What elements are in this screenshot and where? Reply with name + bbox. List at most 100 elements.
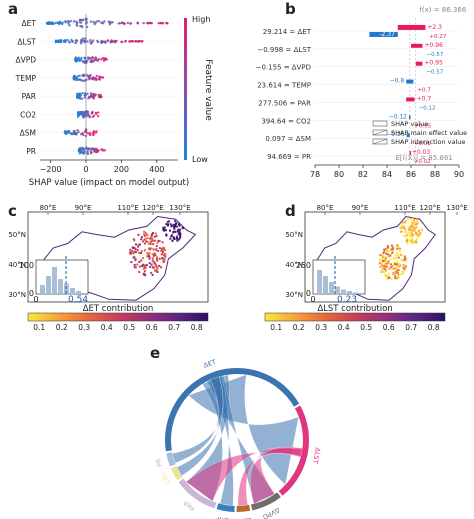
contribution-pixel [415, 225, 418, 228]
contribution-pixel [416, 221, 419, 224]
shap-point [76, 94, 79, 98]
contribution-pixel [382, 256, 385, 259]
contribution-pixel [132, 252, 135, 255]
shap-point [85, 73, 88, 77]
panel-label-e: e [150, 344, 161, 362]
contribution-pixel [148, 254, 151, 257]
contribution-pixel [160, 247, 163, 250]
contribution-pixel [409, 231, 412, 234]
shap-main-label: +0.96 [425, 42, 444, 49]
shap-point [166, 21, 169, 25]
contribution-pixel [143, 249, 146, 252]
x-tick-label: 84 [382, 170, 392, 179]
shap-point [85, 113, 89, 116]
shap-point [96, 114, 100, 118]
contribution-pixel [177, 223, 180, 226]
contribution-pixel [394, 254, 397, 257]
colorbar-tick-label: 0.2 [56, 323, 68, 332]
contribution-pixel [392, 271, 395, 274]
contribution-pixel [396, 263, 399, 266]
contribution-pixel [156, 270, 159, 273]
contribution-pixel [132, 251, 135, 254]
shap-point [84, 39, 87, 42]
inset-bar [341, 289, 346, 294]
shap-point [89, 150, 93, 153]
legend-label: SHAP main effect value [391, 129, 467, 137]
shap-point [79, 24, 82, 28]
contribution-pixel [394, 277, 397, 280]
shap-main-label: +0.7 [417, 95, 432, 102]
shap-main-label: −0.8 [390, 78, 405, 85]
panel-b: b 78 80 82 84 86 88 90 f(x) = 86.366 E[f(X)] = 8… [237, 0, 474, 200]
contribution-pixel [384, 267, 387, 270]
contribution-pixel [410, 241, 413, 244]
contribution-pixel [181, 227, 184, 230]
contribution-pixel [413, 219, 416, 222]
shap-point [83, 93, 87, 96]
shap-point [124, 39, 128, 43]
contribution-pixel [383, 250, 386, 253]
shap-interaction-label: +0.05 [414, 123, 431, 129]
shap-point [77, 59, 81, 62]
contribution-pixel [396, 264, 399, 267]
contribution-pixel [414, 233, 417, 236]
contribution-pixel [151, 233, 154, 236]
contribution-pixel [179, 236, 182, 239]
shap-neg-bar [369, 31, 398, 37]
contribution-pixel [390, 248, 393, 251]
shap-point [78, 21, 82, 24]
shap-point [83, 56, 86, 60]
lon-tick-label: 110°E [394, 204, 415, 212]
shap-neg-label: -2.37 [379, 31, 395, 38]
contribution-pixel [399, 248, 402, 251]
contribution-pixel [387, 253, 390, 256]
efx-label: E[f(X)] = 85.861 [395, 154, 452, 162]
contribution-pixel [169, 223, 172, 226]
shap-point [84, 37, 87, 40]
shap-point [86, 92, 89, 96]
contribution-pixel [393, 263, 396, 266]
shap-point [87, 147, 90, 150]
shap-point [97, 93, 100, 97]
shap-bar [406, 133, 410, 138]
shap-point [78, 92, 82, 95]
contribution-pixel [153, 252, 156, 255]
contribution-pixel [384, 269, 387, 272]
shap-point [103, 149, 107, 152]
contribution-pixel [163, 260, 166, 263]
contribution-pixel [396, 277, 399, 280]
contribution-pixel [397, 253, 400, 256]
contribution-pixel [167, 223, 170, 226]
contribution-pixel [173, 237, 176, 240]
contribution-pixel [148, 255, 151, 258]
contribution-pixel [399, 259, 402, 262]
contribution-pixel [398, 262, 401, 265]
contribution-pixel [151, 253, 154, 256]
contribution-pixel [417, 229, 420, 232]
contribution-pixel [142, 267, 145, 270]
contribution-pixel [155, 266, 158, 269]
shap-point [95, 20, 98, 23]
contribution-pixel [403, 258, 406, 261]
contribution-pixel [134, 248, 137, 251]
shap-point [78, 18, 82, 22]
contribution-pixel [387, 246, 390, 249]
contribution-pixel [162, 228, 165, 231]
contribution-pixel [402, 272, 405, 275]
feature-value-label: 394.64 = CO2 [261, 117, 311, 125]
contribution-pixel [380, 254, 383, 257]
contribution-pixel [174, 224, 177, 227]
shap-point [92, 92, 95, 96]
inset-bar [353, 292, 358, 294]
shap-point [79, 42, 83, 45]
x-axis-label: SHAP value (impact on model output) [29, 178, 189, 188]
shap-point [136, 21, 139, 25]
shap-point [86, 40, 89, 43]
panel-c: c 80°E 90°E 110°E 120°E 130°E 50°N 40°N 30°N 0.5… [0, 200, 237, 340]
contribution-pixel [164, 255, 167, 258]
shap-point [106, 39, 109, 43]
x-tick-label: 400 [149, 165, 164, 174]
shap-point [81, 79, 84, 82]
contribution-pixel [392, 257, 395, 260]
shap-point [80, 58, 83, 61]
